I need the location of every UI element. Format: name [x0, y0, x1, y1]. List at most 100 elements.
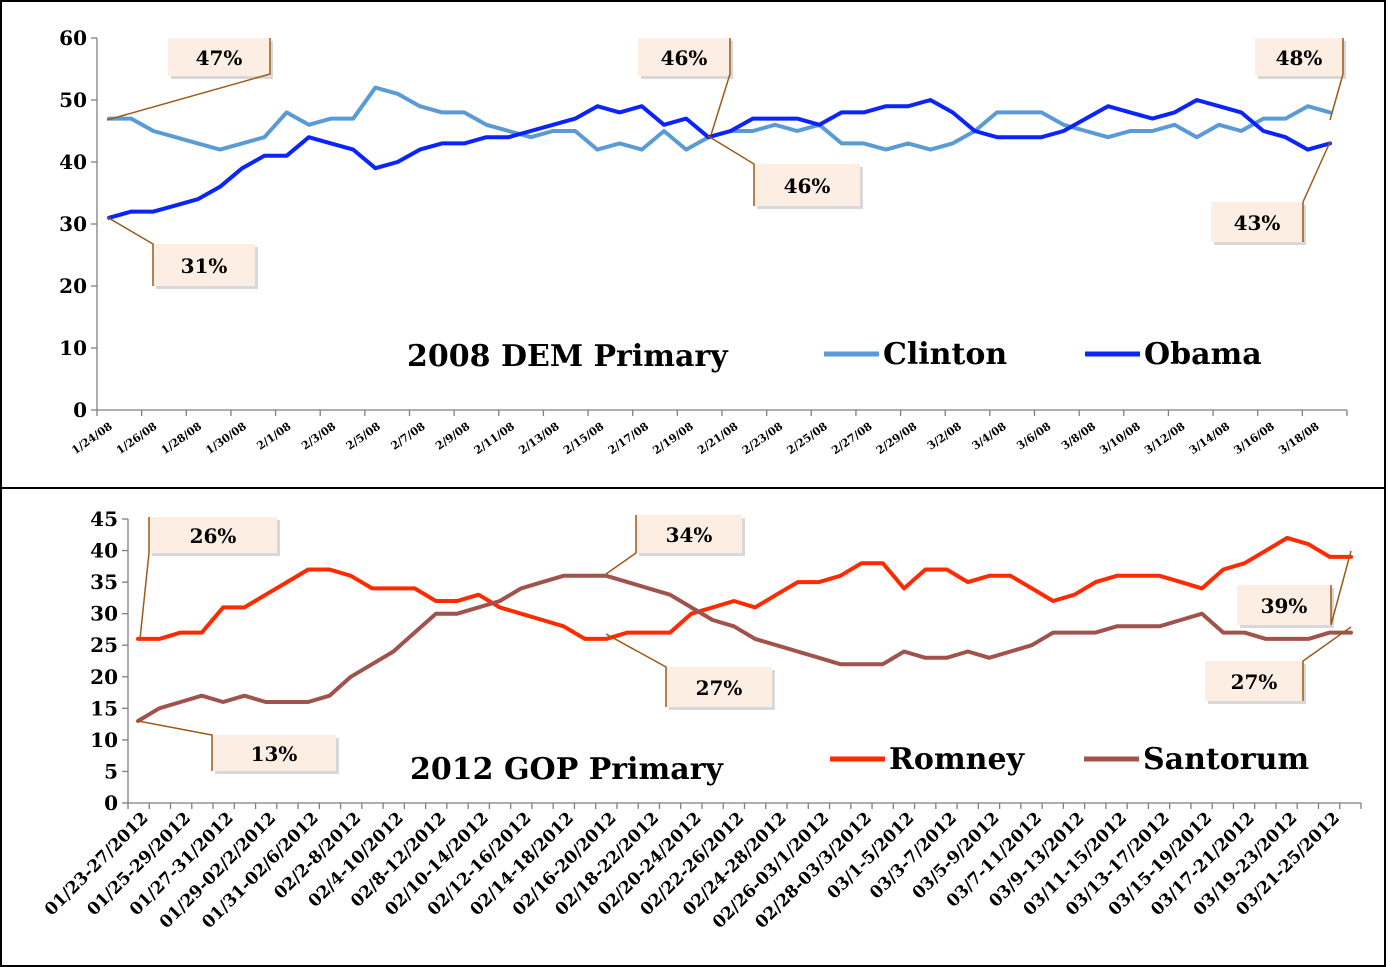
dem-callout: 46%	[707, 135, 863, 209]
gop-y-tick-label: 20	[90, 665, 118, 689]
gop-callout: 34%	[605, 515, 745, 575]
dem-y-tick-label: 0	[73, 398, 87, 422]
gop-callout: 26%	[139, 517, 280, 640]
gop-callout-box	[666, 667, 772, 707]
dem-callouts: 47% 31% 46% 46% 48% 43%	[106, 38, 1346, 289]
dem-x-tick-label: 3/12/08	[1142, 420, 1188, 457]
gop-callout: 39%	[1237, 550, 1352, 628]
gop-chart-title: 2012 GOP Primary	[410, 752, 724, 787]
dem-callout-box	[168, 38, 270, 76]
gop-callout: 13%	[137, 720, 339, 774]
dem-x-tick-label: 2/19/08	[650, 420, 696, 457]
dem-series-group	[107, 85, 1332, 220]
dem-x-tick-label: 3/14/08	[1187, 420, 1233, 457]
gop-callout-label: 34%	[666, 523, 713, 547]
dem-x-tick-label: 2/13/08	[516, 420, 562, 457]
gop-axes: 05101520253035404501/23-27/201201/25-29/…	[41, 507, 1362, 933]
dem-x-tick-label: 2/1/08	[254, 420, 293, 453]
dem-callout-box	[1211, 202, 1303, 242]
gop-callout-leader	[605, 515, 637, 575]
dem-y-tick-label: 20	[59, 274, 87, 298]
dem-x-tick-label: 3/18/08	[1276, 420, 1322, 457]
gop-legend-label-santorum: Santorum	[1143, 742, 1309, 777]
dem-x-tick-label: 1/26/08	[114, 420, 160, 457]
dem-callout-leader	[707, 135, 755, 206]
gop-callout-label: 27%	[1231, 670, 1278, 694]
dem-x-tick-label: 2/25/08	[785, 420, 831, 457]
dem-legend-label-clinton: Clinton	[883, 337, 1007, 372]
dem-x-tick-label: 3/8/08	[1059, 420, 1098, 453]
gop-callout: 27%	[1205, 626, 1352, 704]
gop-callout-box	[149, 517, 277, 553]
dem-x-tick-label: 1/24/08	[69, 420, 115, 457]
dem-callout-label: 48%	[1276, 46, 1323, 70]
gop-y-tick-label: 0	[104, 791, 118, 815]
gop-callout-box	[636, 515, 742, 553]
dem-callout: 47%	[106, 38, 273, 121]
gop-legend-label-romney: Romney	[889, 742, 1026, 777]
dem-legend-label-obama: Obama	[1144, 337, 1262, 372]
dem-primary-chart: 0 10 20 30 40 50 60 1/24/08 1/26/08 1/28/08 1/30/0…	[59, 26, 1348, 457]
dem-x-tick-label: 3/2/08	[925, 420, 964, 453]
dem-x-tick-label: 2/17/08	[606, 420, 652, 457]
gop-callout-label: 26%	[190, 524, 237, 548]
gop-y-tick-label: 35	[90, 570, 118, 594]
gop-y-tick-label: 25	[90, 633, 118, 657]
dem-legend: Clinton Obama	[824, 337, 1262, 372]
dem-y-tick-label: 40	[59, 150, 87, 174]
dem-x-tick-label: 2/23/08	[740, 420, 786, 457]
gop-y-tick-label: 10	[90, 728, 118, 752]
dem-y-tick-label: 50	[59, 88, 87, 112]
dem-x-tick-label: 1/28/08	[159, 420, 205, 457]
dem-y-tick-label: 60	[59, 26, 87, 50]
gop-callout-label: 27%	[696, 676, 743, 700]
dem-callout-leader	[106, 38, 271, 121]
dem-callout-box	[153, 244, 255, 286]
gop-callouts: 26% 13% 34% 27% 39% 27%	[137, 515, 1352, 774]
gop-callout-box	[1205, 661, 1303, 701]
dem-callout-box	[1255, 38, 1343, 76]
dem-callout-leader	[1329, 38, 1344, 121]
dem-primary-panel: 0 10 20 30 40 50 60 1/24/08 1/26/08 1/28/08 1/30/0…	[0, 0, 1386, 489]
dem-x-tick-label: 2/21/08	[695, 420, 741, 457]
gop-callout-label: 39%	[1261, 594, 1308, 618]
dem-x-tick-label: 2/5/08	[344, 420, 383, 453]
dem-callout: 48%	[1255, 38, 1346, 121]
gop-callout-leader	[137, 720, 213, 771]
dem-callout-label: 31%	[181, 254, 228, 278]
dem-callout-leader	[710, 38, 731, 136]
dem-callout: 46%	[638, 38, 733, 136]
gop-callout-leader	[1330, 550, 1352, 626]
gop-callout-label: 13%	[251, 742, 298, 766]
gop-primary-chart: 05101520253035404501/23-27/201201/25-29/…	[41, 507, 1362, 933]
dem-x-tick-label: 2/11/08	[472, 420, 518, 457]
gop-y-tick-label: 40	[90, 539, 118, 563]
dem-x-tick-label: 3/4/08	[970, 420, 1009, 453]
dem-callout-box	[638, 38, 730, 76]
dem-x-tick-label: 2/27/08	[829, 420, 875, 457]
dem-x-tick-label: 1/30/08	[203, 420, 249, 457]
dem-callout-label: 46%	[784, 174, 831, 198]
gop-series-line-santorum	[136, 573, 1353, 723]
dem-x-tick-label: 3/10/08	[1097, 420, 1143, 457]
dem-callout-label: 46%	[661, 46, 708, 70]
gop-callout: 27%	[605, 633, 775, 710]
gop-y-tick-label: 30	[90, 602, 118, 626]
gop-callout-leader	[605, 633, 667, 707]
dem-y-tick-label: 10	[59, 336, 87, 360]
gop-callout-leader	[139, 517, 150, 640]
dem-callout-leader	[1302, 141, 1331, 242]
dem-callout-box	[754, 164, 860, 206]
dem-x-tick-label: 2/7/08	[388, 420, 427, 453]
dem-chart-title: 2008 DEM Primary	[407, 339, 729, 374]
dem-callout-label: 43%	[1234, 211, 1281, 235]
gop-y-tick-label: 5	[104, 759, 118, 783]
dem-x-tick-label: 2/3/08	[299, 420, 338, 453]
gop-y-tick-label: 15	[90, 696, 118, 720]
gop-y-tick-label: 45	[90, 507, 118, 531]
gop-callout-leader	[1302, 626, 1352, 701]
dem-callout-leader	[106, 216, 154, 286]
dem-callout: 43%	[1211, 141, 1331, 245]
dem-x-tick-label: 3/16/08	[1232, 420, 1278, 457]
dem-x-tick-label: 3/6/08	[1014, 420, 1053, 453]
